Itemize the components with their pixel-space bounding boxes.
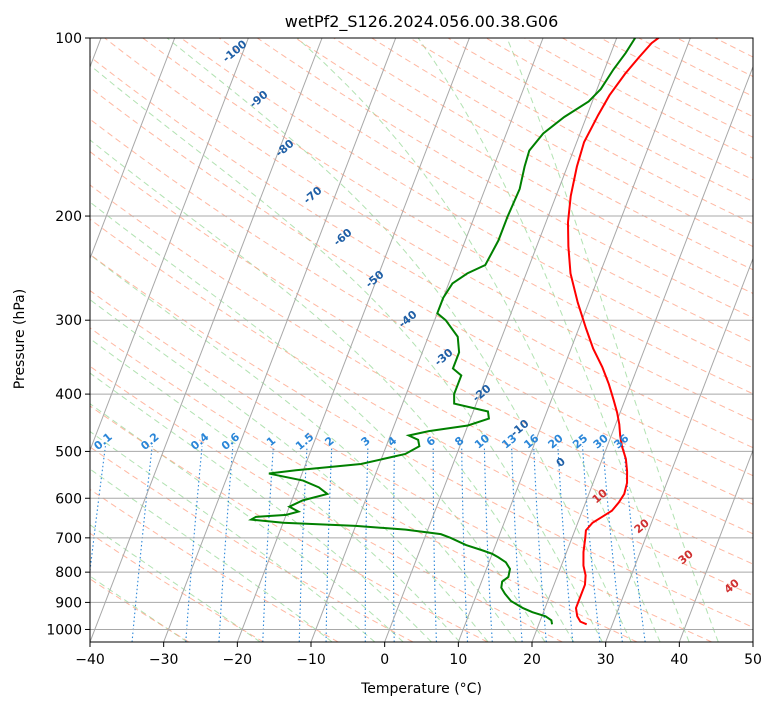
mixing-ratio-line [185, 446, 203, 642]
dry-adiabat-line [90, 289, 712, 642]
y-tick-label: 400 [55, 387, 82, 403]
y-tick-label: 500 [55, 444, 82, 460]
mixing-ratio-line [511, 446, 523, 642]
plot-frame [89, 37, 754, 643]
dry-adiabat-line [90, 151, 753, 535]
mixing-ratio-line [533, 446, 547, 642]
dry-adiabat-line [90, 184, 753, 565]
dry-adiabat-line [104, 38, 753, 421]
moist-adiabat-line [417, 38, 690, 642]
moist-adiabat-line [90, 139, 575, 642]
mixing-ratio-line [461, 446, 469, 642]
x-tick-label: −40 [75, 652, 105, 668]
x-tick-label: 30 [597, 652, 615, 668]
y-tick-label: 600 [55, 491, 82, 507]
y-tick-label: 300 [55, 313, 82, 329]
moist-adiabat-line [90, 430, 376, 642]
dry-adiabat-line [142, 38, 753, 395]
mixing-ratio-line [557, 446, 574, 642]
y-tick-label: 1000 [46, 622, 82, 638]
y-tick-label: 800 [55, 565, 82, 581]
isotherm-line [163, 38, 397, 642]
y-tick-label: 200 [55, 209, 82, 225]
mixing-ratio-line [90, 446, 106, 576]
x-tick-label: 0 [380, 652, 389, 668]
mixing-ratio-line [325, 446, 333, 642]
temperature-profile-line [566, 38, 661, 626]
isotherm-line [457, 38, 691, 642]
isotherm-line [384, 38, 618, 642]
dry-adiabat-line [90, 86, 753, 477]
x-axis-label: Temperature (°C) [360, 681, 482, 697]
moist-adiabat-line [166, 38, 632, 642]
x-tick-label: 10 [449, 652, 467, 668]
x-tick-label: 40 [670, 652, 688, 668]
isotherm-line [605, 257, 753, 642]
x-tick-label: −20 [223, 652, 253, 668]
moist-adiabat-line [90, 201, 546, 642]
mixing-ratio-line [131, 446, 153, 642]
moist-adiabat-line [90, 372, 432, 642]
isotherm-line [236, 38, 470, 642]
dry-adiabat-line [90, 532, 264, 642]
y-tick-label: 900 [55, 595, 82, 611]
isotherm-line [310, 38, 544, 642]
chart-title: wetPf2_S126.2024.056.00.38.G06 [285, 12, 559, 32]
plot-area [90, 38, 753, 642]
moist-adiabat-line [296, 38, 661, 642]
x-tick-label: −30 [149, 652, 179, 668]
isotherm-line [90, 38, 323, 642]
moist-adiabat-line [90, 403, 404, 642]
dry-adiabat-line [90, 446, 414, 642]
y-tick-label: 700 [55, 531, 82, 547]
moist-adiabat-line [90, 468, 333, 642]
isotherm-line [678, 448, 753, 642]
dry-adiabat-line [90, 56, 753, 449]
x-tick-label: 50 [744, 652, 762, 668]
dry-adiabat-line [90, 327, 638, 642]
dry-adiabat-line [218, 38, 753, 344]
isotherm-line [90, 38, 176, 260]
mixing-ratio-line [364, 446, 369, 642]
moist-adiabat-line [90, 254, 517, 642]
mixing-ratio-line [262, 446, 274, 642]
mixing-ratio-line [581, 446, 601, 642]
isotherm-line [531, 65, 753, 642]
mixing-ratio-line [432, 446, 437, 642]
x-tick-label: 20 [523, 652, 541, 668]
isotherm-line [90, 38, 249, 452]
x-tick-label: −10 [296, 652, 326, 668]
dewpoint-profile-line [248, 38, 636, 625]
moist-adiabat-line [506, 38, 719, 642]
y-tick-label: 100 [55, 31, 82, 47]
dry-adiabat-line [180, 38, 753, 369]
mixing-ratio-line [392, 446, 395, 642]
y-axis-label: Pressure (hPa) [12, 289, 28, 389]
mixing-ratio-line [218, 446, 234, 642]
mixing-ratio-line [298, 446, 308, 642]
mixing-ratio-line [483, 446, 493, 642]
